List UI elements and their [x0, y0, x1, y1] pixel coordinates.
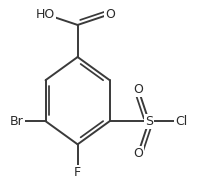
Text: Br: Br	[10, 115, 24, 128]
Text: O: O	[105, 8, 115, 21]
Text: Cl: Cl	[175, 115, 187, 128]
Text: O: O	[133, 83, 143, 96]
Text: O: O	[133, 147, 143, 160]
Text: S: S	[145, 115, 153, 128]
Text: HO: HO	[36, 8, 55, 21]
Text: F: F	[74, 166, 81, 179]
